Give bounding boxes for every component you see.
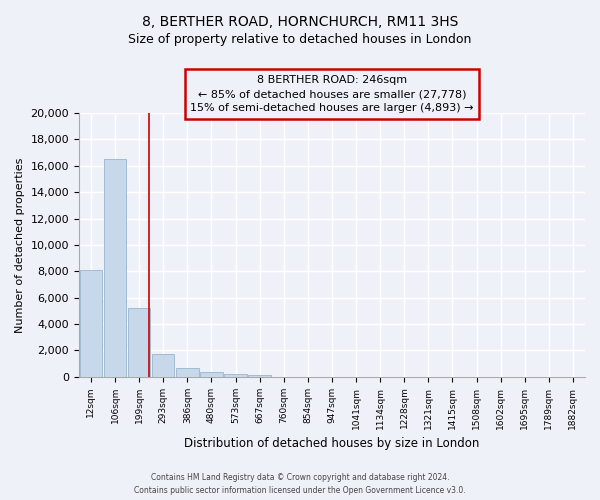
Bar (80, 270, 102, 377)
Text: 8 BERTHER ROAD: 246sqm
← 85% of detached houses are smaller (27,778)
15% of semi: 8 BERTHER ROAD: 246sqm ← 85% of detached… (190, 75, 474, 113)
Bar (128, 308, 151, 377)
Bar (176, 368, 199, 377)
Text: 8, BERTHER ROAD, HORNCHURCH, RM11 3HS: 8, BERTHER ROAD, HORNCHURCH, RM11 3HS (142, 15, 458, 29)
Y-axis label: Number of detached properties: Number of detached properties (15, 157, 25, 332)
Bar (152, 354, 175, 377)
Text: Size of property relative to detached houses in London: Size of property relative to detached ho… (128, 32, 472, 46)
Bar (104, 159, 126, 377)
Bar (248, 374, 271, 377)
X-axis label: Distribution of detached houses by size in London: Distribution of detached houses by size … (184, 437, 479, 450)
Bar (200, 372, 223, 377)
Bar (224, 374, 247, 377)
Text: Contains HM Land Registry data © Crown copyright and database right 2024.
Contai: Contains HM Land Registry data © Crown c… (134, 474, 466, 495)
